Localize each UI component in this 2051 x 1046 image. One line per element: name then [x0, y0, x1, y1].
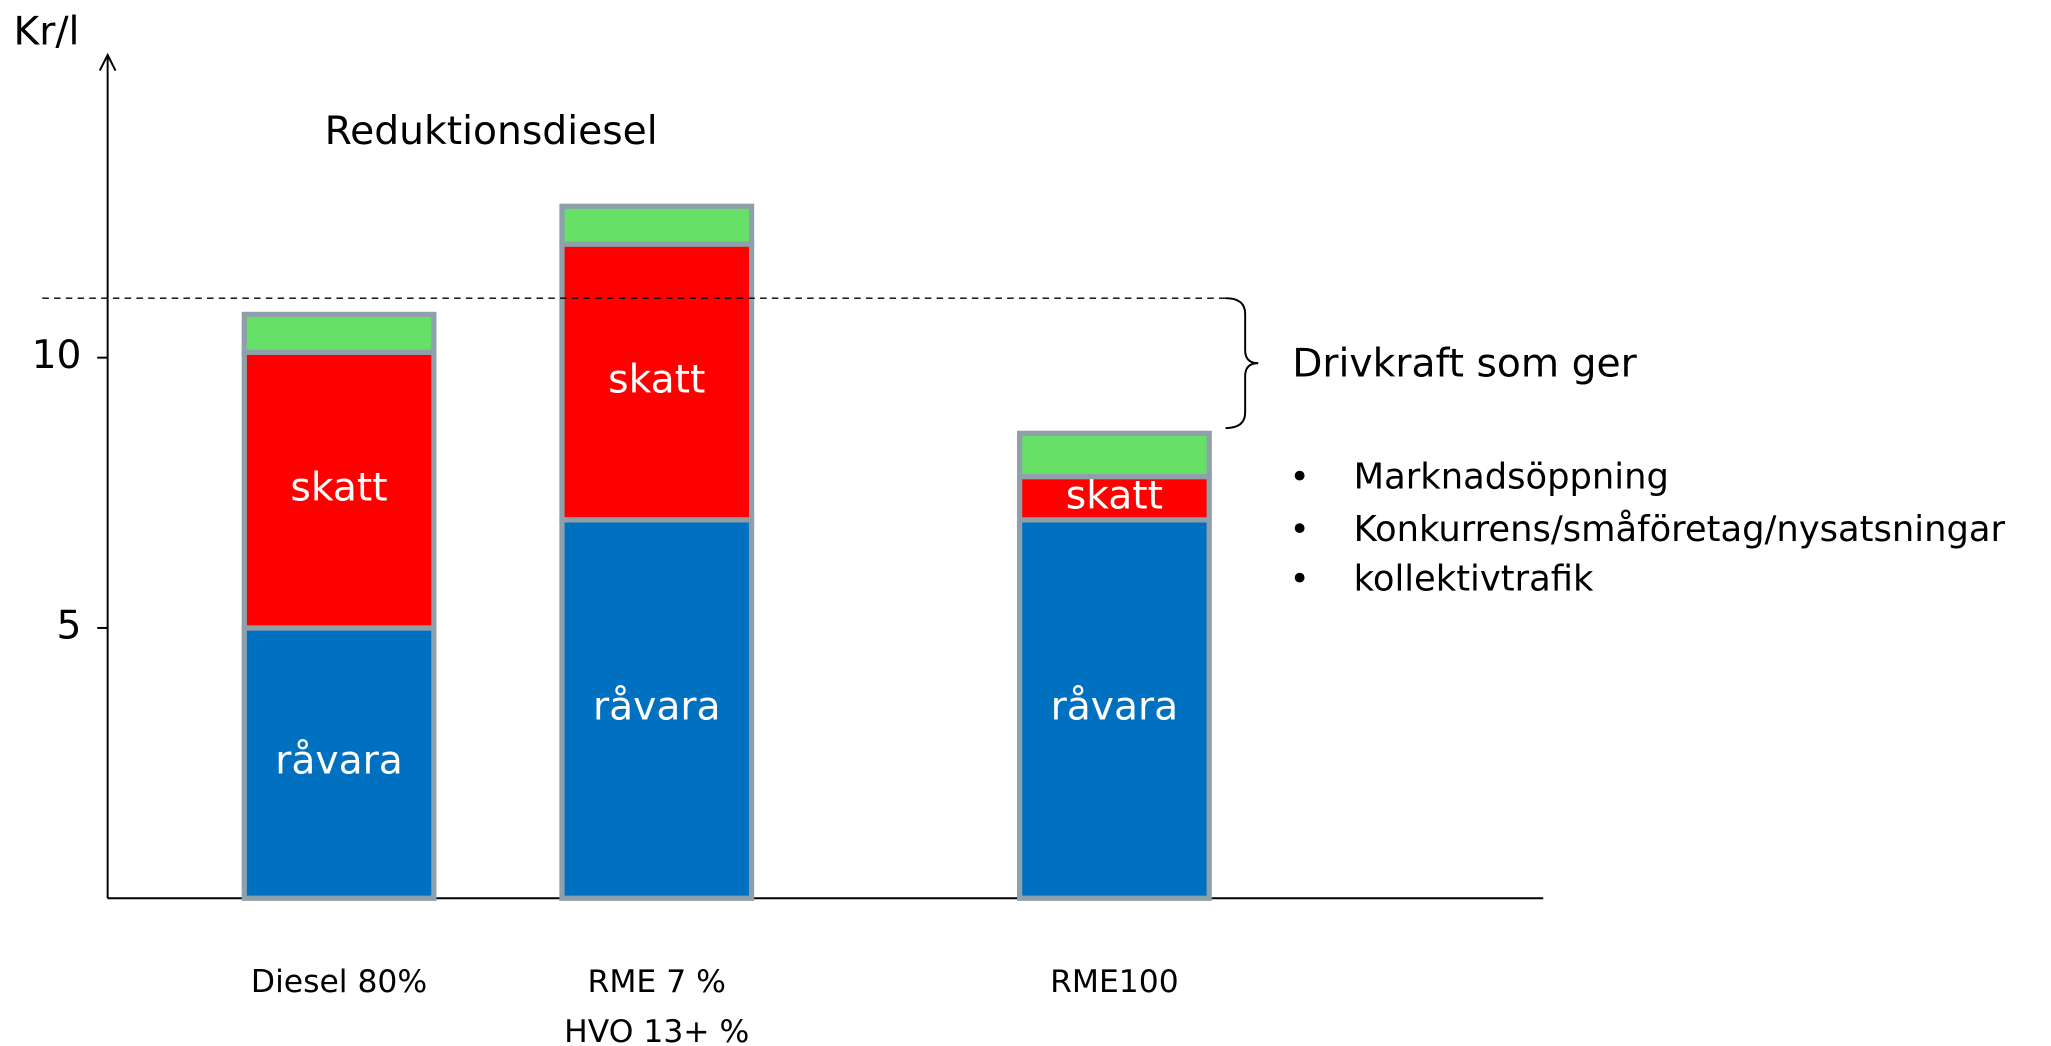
bar-segment	[241, 311, 437, 355]
bar-segment	[1017, 430, 1212, 480]
bullet-dot: •	[1290, 509, 1310, 549]
segment-label: råvara	[275, 739, 403, 784]
x-tick-label: RME 7 %	[588, 964, 726, 1000]
bullet-dot: •	[1290, 457, 1310, 497]
x-tick-label: HVO 13+ %	[564, 1014, 749, 1046]
brace	[1225, 297, 1259, 430]
bullet-dot: •	[1290, 559, 1310, 599]
y-axis-label: Kr/l	[13, 9, 79, 54]
segment-label: råvara	[1051, 685, 1179, 730]
segment-label: skatt	[608, 357, 705, 402]
y-tick-label: 10	[32, 333, 82, 378]
y-axis-arrow	[98, 52, 117, 72]
bullet-text: Marknadsöppning	[1354, 457, 1669, 498]
y-tick-label: 5	[57, 603, 82, 648]
bar-segment	[241, 349, 437, 631]
x-tick-label: RME100	[1050, 964, 1179, 1000]
bullet-list: • Marknadsöppning • Konkurrens/småföreta…	[1290, 457, 2006, 600]
annotation: Drivkraft som ger	[1292, 342, 1637, 387]
chart-title: Reduktionsdiesel	[325, 109, 658, 154]
bar-segment	[559, 203, 755, 247]
segment-label: skatt	[290, 466, 387, 511]
segment-label: råvara	[593, 685, 721, 730]
x-tick-label: Diesel 80%	[251, 964, 427, 1000]
bar-segment	[241, 625, 437, 901]
segment-label: skatt	[1066, 474, 1163, 519]
bullet-text: kollektivtrafik	[1354, 559, 1594, 600]
bullet-text: Konkurrens/småföretag/nysatsningar	[1354, 509, 2006, 550]
